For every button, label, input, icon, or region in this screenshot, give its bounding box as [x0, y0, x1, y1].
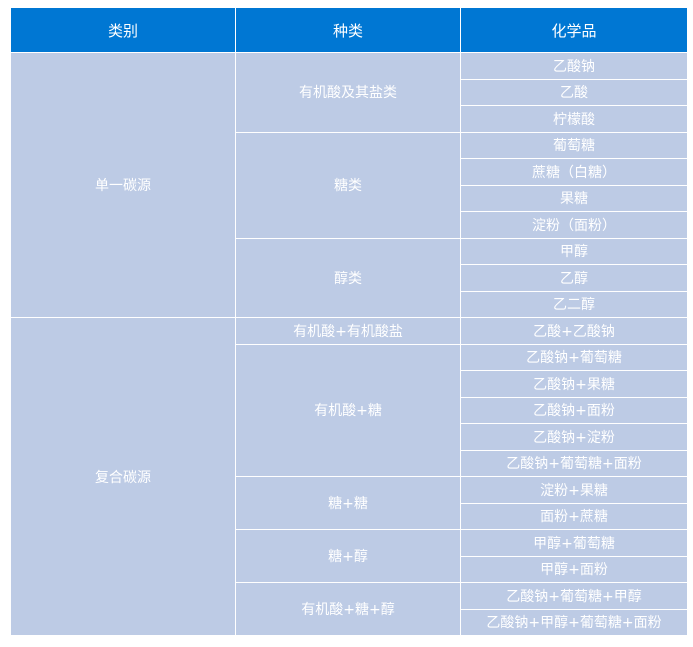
chemical-cell: 乙酸钠+果糖: [460, 370, 688, 398]
table-row: 有机酸+糖+醇 乙酸钠+葡萄糖+甲醇: [11, 582, 688, 636]
chemical-cell: 淀粉+果糖: [460, 476, 688, 504]
chemical-cell: 乙酸钠+甲醇+葡萄糖+面粉: [460, 608, 688, 636]
chemical-cell: 葡萄糖: [460, 131, 688, 159]
header-row: 类别 种类 化学品: [10, 7, 688, 53]
table-row: 面粉+蔗糖: [11, 502, 688, 530]
kind-cell: 有机酸+有机酸盐: [235, 317, 461, 345]
kind-cell: 糖类: [235, 131, 461, 239]
table-row: 有机酸+糖 乙酸钠+葡萄糖: [11, 343, 688, 477]
table-row: 乙醇: [11, 264, 688, 292]
table-row: 淀粉（面粉）: [11, 211, 688, 239]
kind-cell: 有机酸+糖: [235, 343, 461, 477]
table-row: 乙二醇: [11, 290, 688, 318]
chemical-cell: 乙酸钠+淀粉: [460, 423, 688, 451]
table-row: 果糖: [11, 184, 688, 212]
chemical-cell: 乙酸钠+面粉: [460, 396, 688, 424]
header-chemical: 化学品: [460, 7, 688, 53]
table-row: 糖类 葡萄糖: [11, 131, 688, 239]
table-row: 柠檬酸: [11, 105, 688, 133]
chemical-cell: 乙酸钠+葡萄糖: [460, 343, 688, 371]
carbon-source-table: 类别 种类 化学品 单一碳源 有机酸及其盐类 乙酸钠 乙酸 柠檬酸 糖类 葡萄糖 蔗糖（白糖）…: [10, 7, 688, 636]
chemical-cell: 蔗糖（白糖）: [460, 158, 688, 186]
chemical-cell: 甲醇+葡萄糖: [460, 529, 688, 557]
table-row: 乙酸钠+甲醇+葡萄糖+面粉: [11, 608, 688, 636]
table-row: 醇类 甲醇: [11, 237, 688, 318]
table-row: 复合碳源 有机酸+有机酸盐 乙酸+乙酸钠: [10, 317, 688, 636]
table-row: 甲醇+面粉: [11, 555, 688, 583]
table-row: 乙酸: [11, 78, 688, 106]
chemical-cell: 淀粉（面粉）: [460, 211, 688, 239]
table-row: 糖+糖 淀粉+果糖: [11, 476, 688, 530]
chemical-cell: 乙酸钠: [460, 52, 688, 80]
chemical-cell: 乙醇: [460, 264, 688, 292]
kind-cell: 糖+糖: [235, 476, 461, 530]
table-row: 蔗糖（白糖）: [11, 158, 688, 186]
chemical-cell: 乙酸钠+葡萄糖+甲醇: [460, 582, 688, 610]
chemical-cell: 乙酸+乙酸钠: [460, 317, 688, 345]
chemical-cell: 柠檬酸: [460, 105, 688, 133]
table-row: 糖+醇 甲醇+葡萄糖: [11, 529, 688, 583]
table-body: 单一碳源 有机酸及其盐类 乙酸钠 乙酸 柠檬酸 糖类 葡萄糖 蔗糖（白糖） 果糖 淀粉（面粉） 醇类…: [10, 52, 688, 636]
table-row: 乙酸钠+果糖: [11, 370, 688, 398]
table-row: 乙酸钠+面粉: [11, 396, 688, 424]
chemical-cell: 乙酸钠+葡萄糖+面粉: [460, 449, 688, 477]
chemical-cell: 乙二醇: [460, 290, 688, 318]
kind-cell: 有机酸及其盐类: [235, 52, 461, 133]
chemical-cell: 面粉+蔗糖: [460, 502, 688, 530]
chemical-cell: 甲醇: [460, 237, 688, 265]
kind-cell: 有机酸+糖+醇: [235, 582, 461, 636]
category-cell: 单一碳源: [10, 52, 236, 318]
header-kind: 种类: [235, 7, 461, 53]
kind-cell: 糖+醇: [235, 529, 461, 583]
chemical-cell: 果糖: [460, 184, 688, 212]
kind-cell: 醇类: [235, 237, 461, 318]
category-cell: 复合碳源: [10, 317, 236, 636]
chemical-cell: 甲醇+面粉: [460, 555, 688, 583]
table-row: 单一碳源 有机酸及其盐类 乙酸钠: [10, 52, 688, 318]
chemical-cell: 乙酸: [460, 78, 688, 106]
table-row: 乙酸钠+淀粉: [11, 423, 688, 451]
header-category: 类别: [10, 7, 236, 53]
